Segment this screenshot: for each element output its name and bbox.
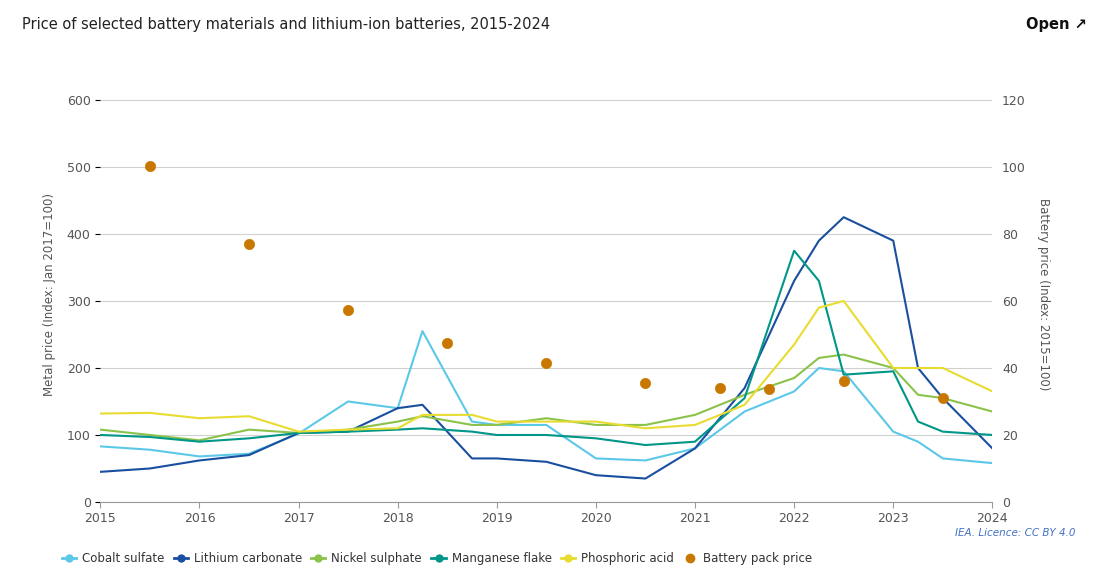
Text: IEA. Licence: CC BY 4.0: IEA. Licence: CC BY 4.0: [956, 528, 1076, 538]
Legend: Cobalt sulfate, Lithium carbonate, Nickel sulphate, Manganese flake, Phosphoric : Cobalt sulfate, Lithium carbonate, Nicke…: [61, 552, 813, 565]
Text: Open ↗: Open ↗: [1026, 17, 1087, 32]
Point: [240, 239, 258, 249]
Point: [711, 384, 729, 393]
Point: [537, 359, 555, 368]
Point: [140, 161, 158, 170]
Y-axis label: Metal price (Index: Jan 2017=100): Metal price (Index: Jan 2017=100): [42, 193, 56, 396]
Point: [637, 378, 655, 387]
Point: [339, 306, 357, 315]
Y-axis label: Battery price (Index: 2015=100): Battery price (Index: 2015=100): [1037, 198, 1050, 391]
Point: [835, 377, 853, 386]
Point: [760, 385, 778, 394]
Text: Price of selected battery materials and lithium-ion batteries, 2015-2024: Price of selected battery materials and …: [22, 17, 551, 32]
Point: [438, 338, 456, 347]
Point: [934, 394, 952, 403]
